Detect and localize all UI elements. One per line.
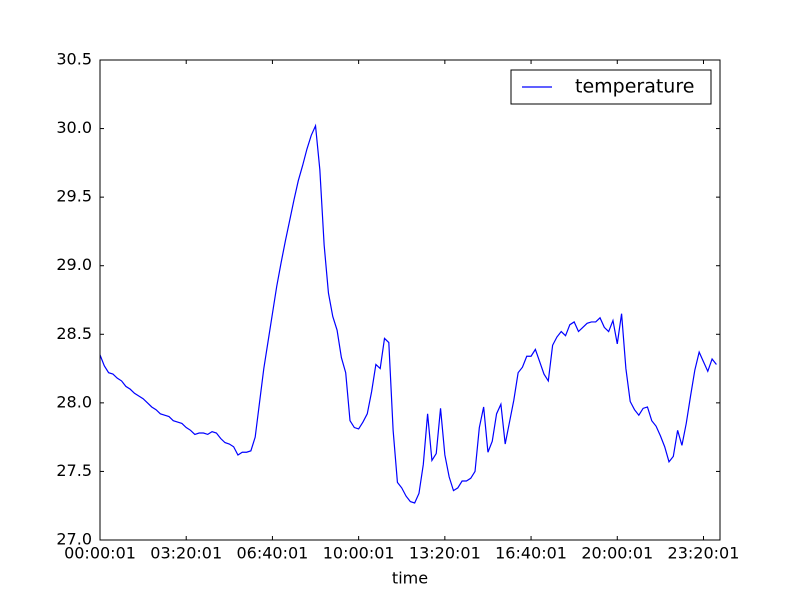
x-tick-label: 23:20:01 — [668, 544, 740, 563]
y-tick-label: 30.5 — [56, 50, 92, 69]
x-tick-label: 00:00:01 — [64, 544, 136, 563]
x-tick-label: 20:00:01 — [581, 544, 653, 563]
y-tick-label: 28.0 — [56, 392, 92, 411]
y-tick-label: 30.0 — [56, 118, 92, 137]
y-tick-label: 27.5 — [56, 461, 92, 480]
x-tick-label: 16:40:01 — [495, 544, 567, 563]
y-tick-label: 29.5 — [56, 187, 92, 206]
x-tick-label: 06:40:01 — [236, 544, 308, 563]
x-axis-label: time — [392, 569, 428, 588]
y-tick-label: 28.5 — [56, 324, 92, 343]
x-tick-label: 13:20:01 — [409, 544, 481, 563]
y-tick-label: 27.0 — [56, 530, 92, 549]
x-tick-label: 03:20:01 — [150, 544, 222, 563]
data-line — [99, 123, 717, 504]
x-tick-label: 10:00:01 — [323, 544, 395, 563]
plot-frame — [99, 59, 721, 541]
legend-label: temperature — [575, 76, 694, 98]
y-tick-label: 29.0 — [56, 255, 92, 274]
